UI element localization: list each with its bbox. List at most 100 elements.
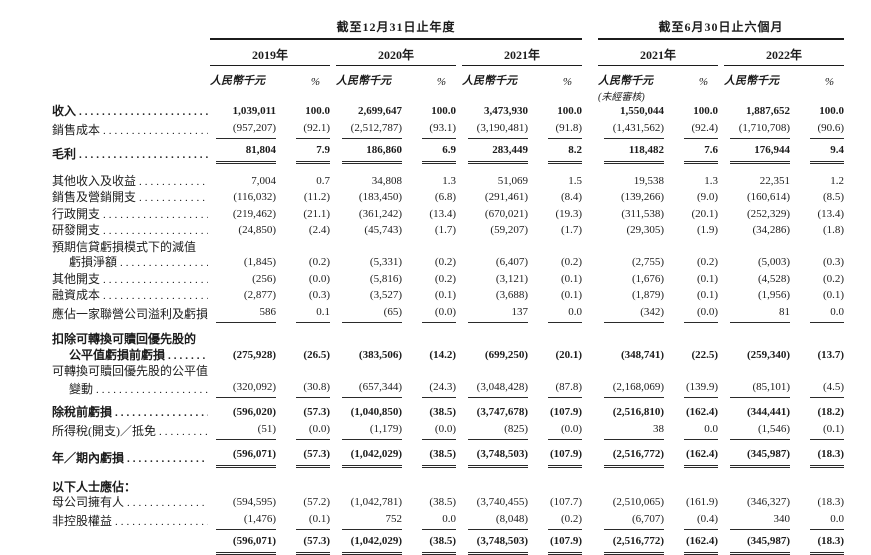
amount-cell: (183,450) [358,191,402,203]
percent-cell: 100.0 [305,105,330,117]
percent-cell: (0.0) [308,272,330,285]
percent-cell: (90.6) [790,121,845,139]
row-label: 行政開支 [52,207,210,224]
column-gap [582,447,598,468]
row-label: 研發開支 [52,223,210,240]
amount-cell: 118,482 [598,143,665,164]
amount-cell: (1,042,781) [350,496,402,508]
row-label: 所得稅(開支)／抵免 [52,422,210,441]
percent-cell: (6.8) [434,191,456,203]
percent-cell: 0.0 [402,512,456,530]
amount-cell: 340 [724,512,791,530]
amount-cell: 283,449 [462,143,528,164]
amount-cell: (3,688) [495,289,528,301]
amount-cell: (6,407) [495,256,528,268]
amount-cell: (3,048,428) [462,380,528,398]
percent-cell: (0.1) [560,272,583,285]
table-row: (596,071) (57.3) (1,042,029) (38.5) (3,748,5… [52,534,845,555]
column-gap [582,255,598,272]
amount-cell: (346,327) [746,496,791,508]
income-statement-table: 截至12月31日止年度 截至6月30日止六個月 2019年 2020年 2021… [52,8,845,555]
table-row: 虧損淨額 (1,845) (0.2) (5,331) (0.2) (6,407) (0.2)… [52,255,844,272]
unit-header: 人民幣千元 [336,75,391,87]
percent-cell: (0.0) [664,305,719,323]
percent-cell: (57.3) [276,447,330,468]
amount-cell: (2,516,772) [598,447,665,468]
amount-cell: (51) [210,422,276,440]
amount-cell: 2,699,647 [358,105,402,117]
amount-cell: (3,747,678) [476,406,528,418]
amount-cell: (596,071) [210,447,276,468]
label-column-header [52,8,210,39]
amount-cell: (3,527) [369,289,402,301]
percent-header: % [562,76,573,88]
percent-cell: (13.4) [429,207,456,220]
column-gap [582,348,598,365]
percent-cell: 100.0 [819,105,845,117]
percent-cell: (0.2) [528,512,583,530]
percent-cell: (162.4) [664,534,719,555]
percent-cell: (161.9) [685,496,719,508]
amount-cell: (344,441) [746,406,791,418]
row-label-line: 預期信貸虧損模式下的減值 [52,239,197,254]
row-label [52,534,210,555]
column-gap [582,380,598,399]
amount-cell: (252,329) [746,207,791,220]
table-row: 收入 1,039,011 100.0 2,699,647 100.0 3,473,930 1… [52,104,844,121]
percent-cell: 100.0 [431,105,456,117]
amount-cell: 176,944 [724,143,791,164]
percent-cell: (0.2) [434,272,456,285]
amount-cell: (311,538) [621,207,665,220]
unit-header: 人民幣千元 [724,75,780,87]
percent-cell: (30.8) [276,380,330,398]
column-gap [582,174,598,191]
amount-cell: (3,190,481) [462,121,528,139]
percent-cell: (107.7) [549,496,583,508]
percent-cell: (18.3) [790,447,845,468]
amount-cell: 51,069 [497,174,528,187]
amount-cell: (1,676) [631,272,665,285]
amount-cell: 186,860 [336,143,402,164]
amount-cell: 752 [336,512,402,530]
percent-cell: (0.1) [696,289,719,301]
table-row: 變動(320,092)(30.8) (657,344)(24.3) (3,048,4… [52,380,845,399]
percent-cell: (57.2) [303,496,330,508]
table-row: 融資成本 (2,877) (0.3) (3,527) (0.1) (3,688) (0.1)… [52,288,844,305]
amount-cell: (2,168,069) [598,380,665,398]
amount-cell: (3,121) [495,272,528,285]
percent-cell: (0.2) [560,256,583,268]
amount-cell: 3,473,930 [484,105,528,117]
column-gap [582,223,598,240]
dot-leader [139,191,208,207]
percent-cell: 8.2 [528,143,583,164]
percent-header: % [310,76,320,88]
percent-cell: (9.0) [696,191,719,203]
percent-cell: (139.9) [664,380,719,398]
table-row: 所得稅(開支)／抵免(51)(0.0)(1,179)(0.0)(825)(0.0… [52,422,845,441]
percent-cell: 1.3 [704,174,719,187]
amount-cell: (4,528) [757,272,791,285]
amount-cell: (2,510,065) [612,496,665,508]
percent-cell: 100.0 [557,105,583,117]
percent-cell: (0.2) [696,256,719,268]
table-row: 其他收入及收益 7,004 0.7 34,808 1.3 51,069 1.5 19,538 1… [52,174,844,191]
percent-cell: (0.3) [822,256,845,268]
percent-cell: (92.1) [276,121,330,139]
amount-cell: (2,516,772) [598,534,665,555]
percent-cell: (92.4) [664,121,719,139]
amount-cell: (1,546) [724,422,791,440]
amount-cell: (1,431,562) [598,121,665,139]
percent-cell: 0.7 [316,174,330,187]
percent-cell: (162.4) [685,406,719,418]
spacer-row [52,440,844,447]
row-label: 融資成本 [52,288,210,305]
dot-leader [159,425,208,441]
percent-cell: (107.9) [549,406,583,418]
percent-cell: 6.9 [402,143,456,164]
percent-header: % [698,76,709,88]
amount-cell: 81,804 [210,143,276,164]
percent-cell: (57.3) [276,534,330,555]
table-row: 應佔一家聯營公司溢利及虧損 586 0.1 (65) (0.0) 137 0.0 (342)(… [52,305,845,323]
amount-cell: (699,250) [484,348,528,361]
percent-cell: (24.3) [402,380,456,398]
